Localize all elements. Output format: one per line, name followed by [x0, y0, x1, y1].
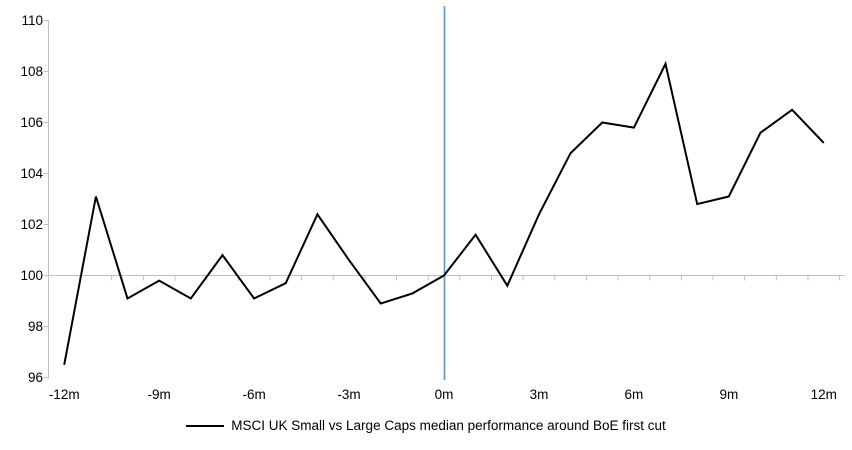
x-tick-label: 12m	[811, 387, 837, 402]
legend-line-sample	[186, 424, 225, 427]
x-tick-label: -12m	[49, 387, 80, 402]
y-tick-label: 106	[20, 115, 43, 130]
legend: MSCI UK Small vs Large Caps median perfo…	[0, 419, 852, 433]
y-tick-label: 96	[28, 370, 43, 385]
x-tick-label: -6m	[242, 387, 265, 402]
y-tick-label: 100	[20, 268, 43, 283]
x-tick-label: 9m	[719, 387, 738, 402]
x-tick-label: -3m	[337, 387, 360, 402]
y-tick-label: 98	[28, 319, 43, 334]
y-tick-label: 104	[20, 166, 43, 181]
x-tick-label: 3m	[530, 387, 549, 402]
x-tick-label: -9m	[148, 387, 171, 402]
y-tick-label: 110	[21, 13, 43, 28]
series-line	[63, 60, 825, 365]
y-tick-label: 102	[20, 217, 43, 232]
legend-label: MSCI UK Small vs Large Caps median perfo…	[231, 418, 666, 433]
y-axis: 96 98 100 102 104 106 108 110	[20, 13, 49, 385]
x-axis-ticks	[79, 275, 841, 281]
y-tick-label: 108	[20, 64, 43, 79]
x-tick-label: 0m	[435, 387, 454, 402]
x-axis-labels: -12m -9m -6m -3m 0m 3m 6m 9m 12m	[49, 387, 837, 402]
x-tick-label: 6m	[625, 387, 644, 402]
